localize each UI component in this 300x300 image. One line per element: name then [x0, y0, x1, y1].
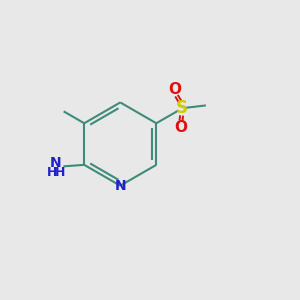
Text: N: N: [115, 179, 126, 193]
Text: H: H: [47, 166, 57, 179]
Text: O: O: [174, 120, 187, 135]
Text: H: H: [55, 166, 65, 179]
Text: S: S: [176, 99, 188, 117]
Text: O: O: [168, 82, 181, 97]
Text: N: N: [50, 156, 62, 170]
